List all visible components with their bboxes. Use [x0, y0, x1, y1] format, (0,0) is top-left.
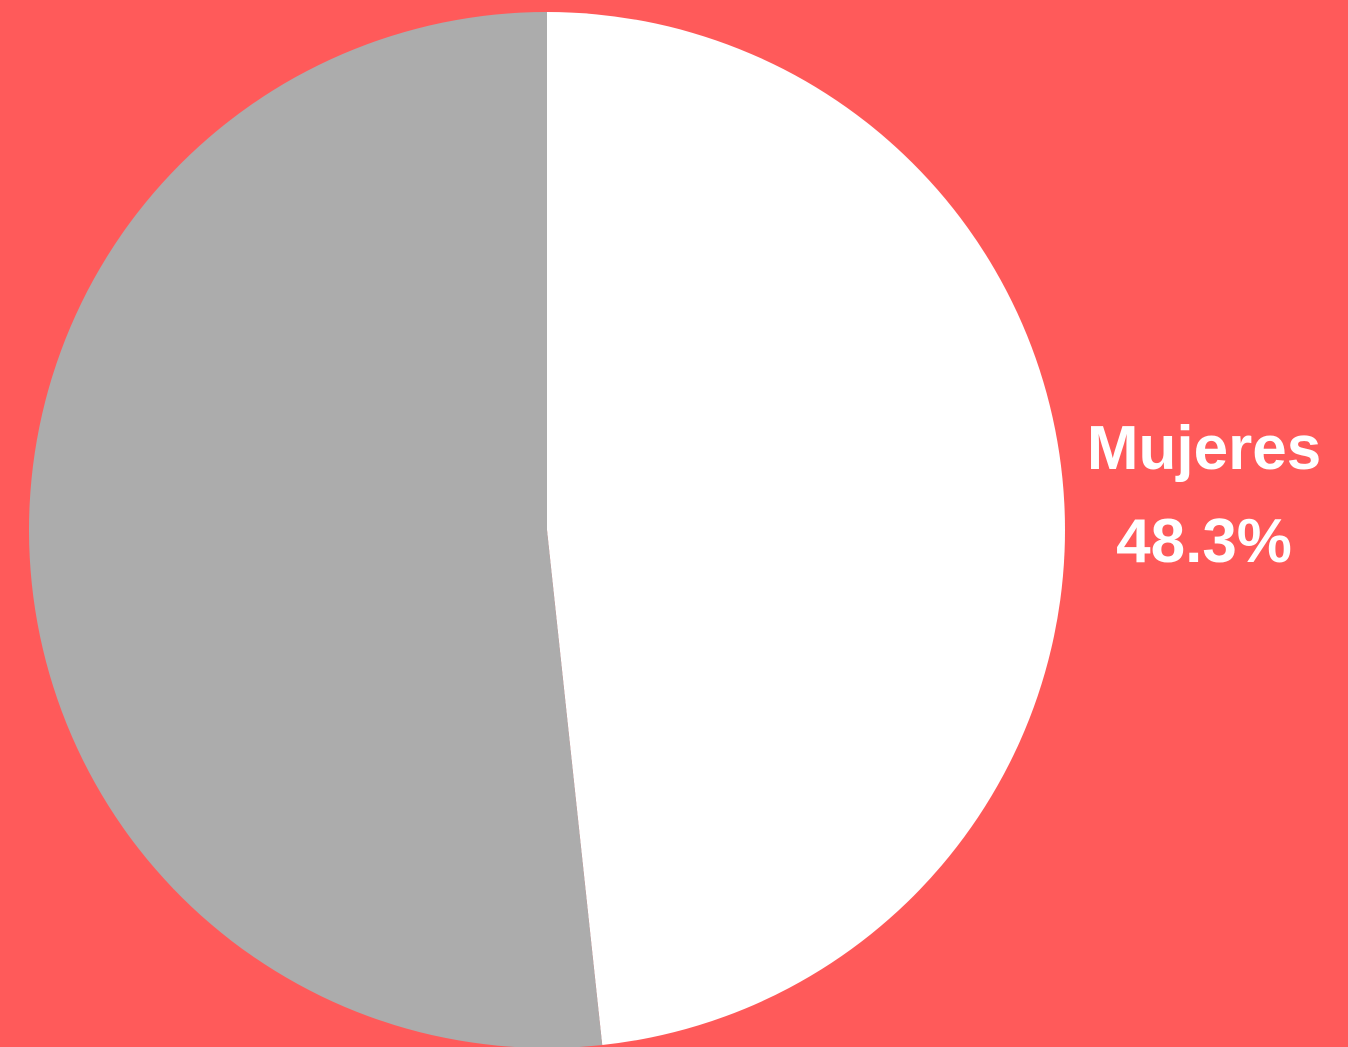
pie-slice	[547, 12, 1065, 1046]
pie-slice	[29, 12, 603, 1047]
slice-label: Mujeres	[1087, 414, 1321, 483]
slice-value-label: 48.3%	[1116, 507, 1292, 576]
